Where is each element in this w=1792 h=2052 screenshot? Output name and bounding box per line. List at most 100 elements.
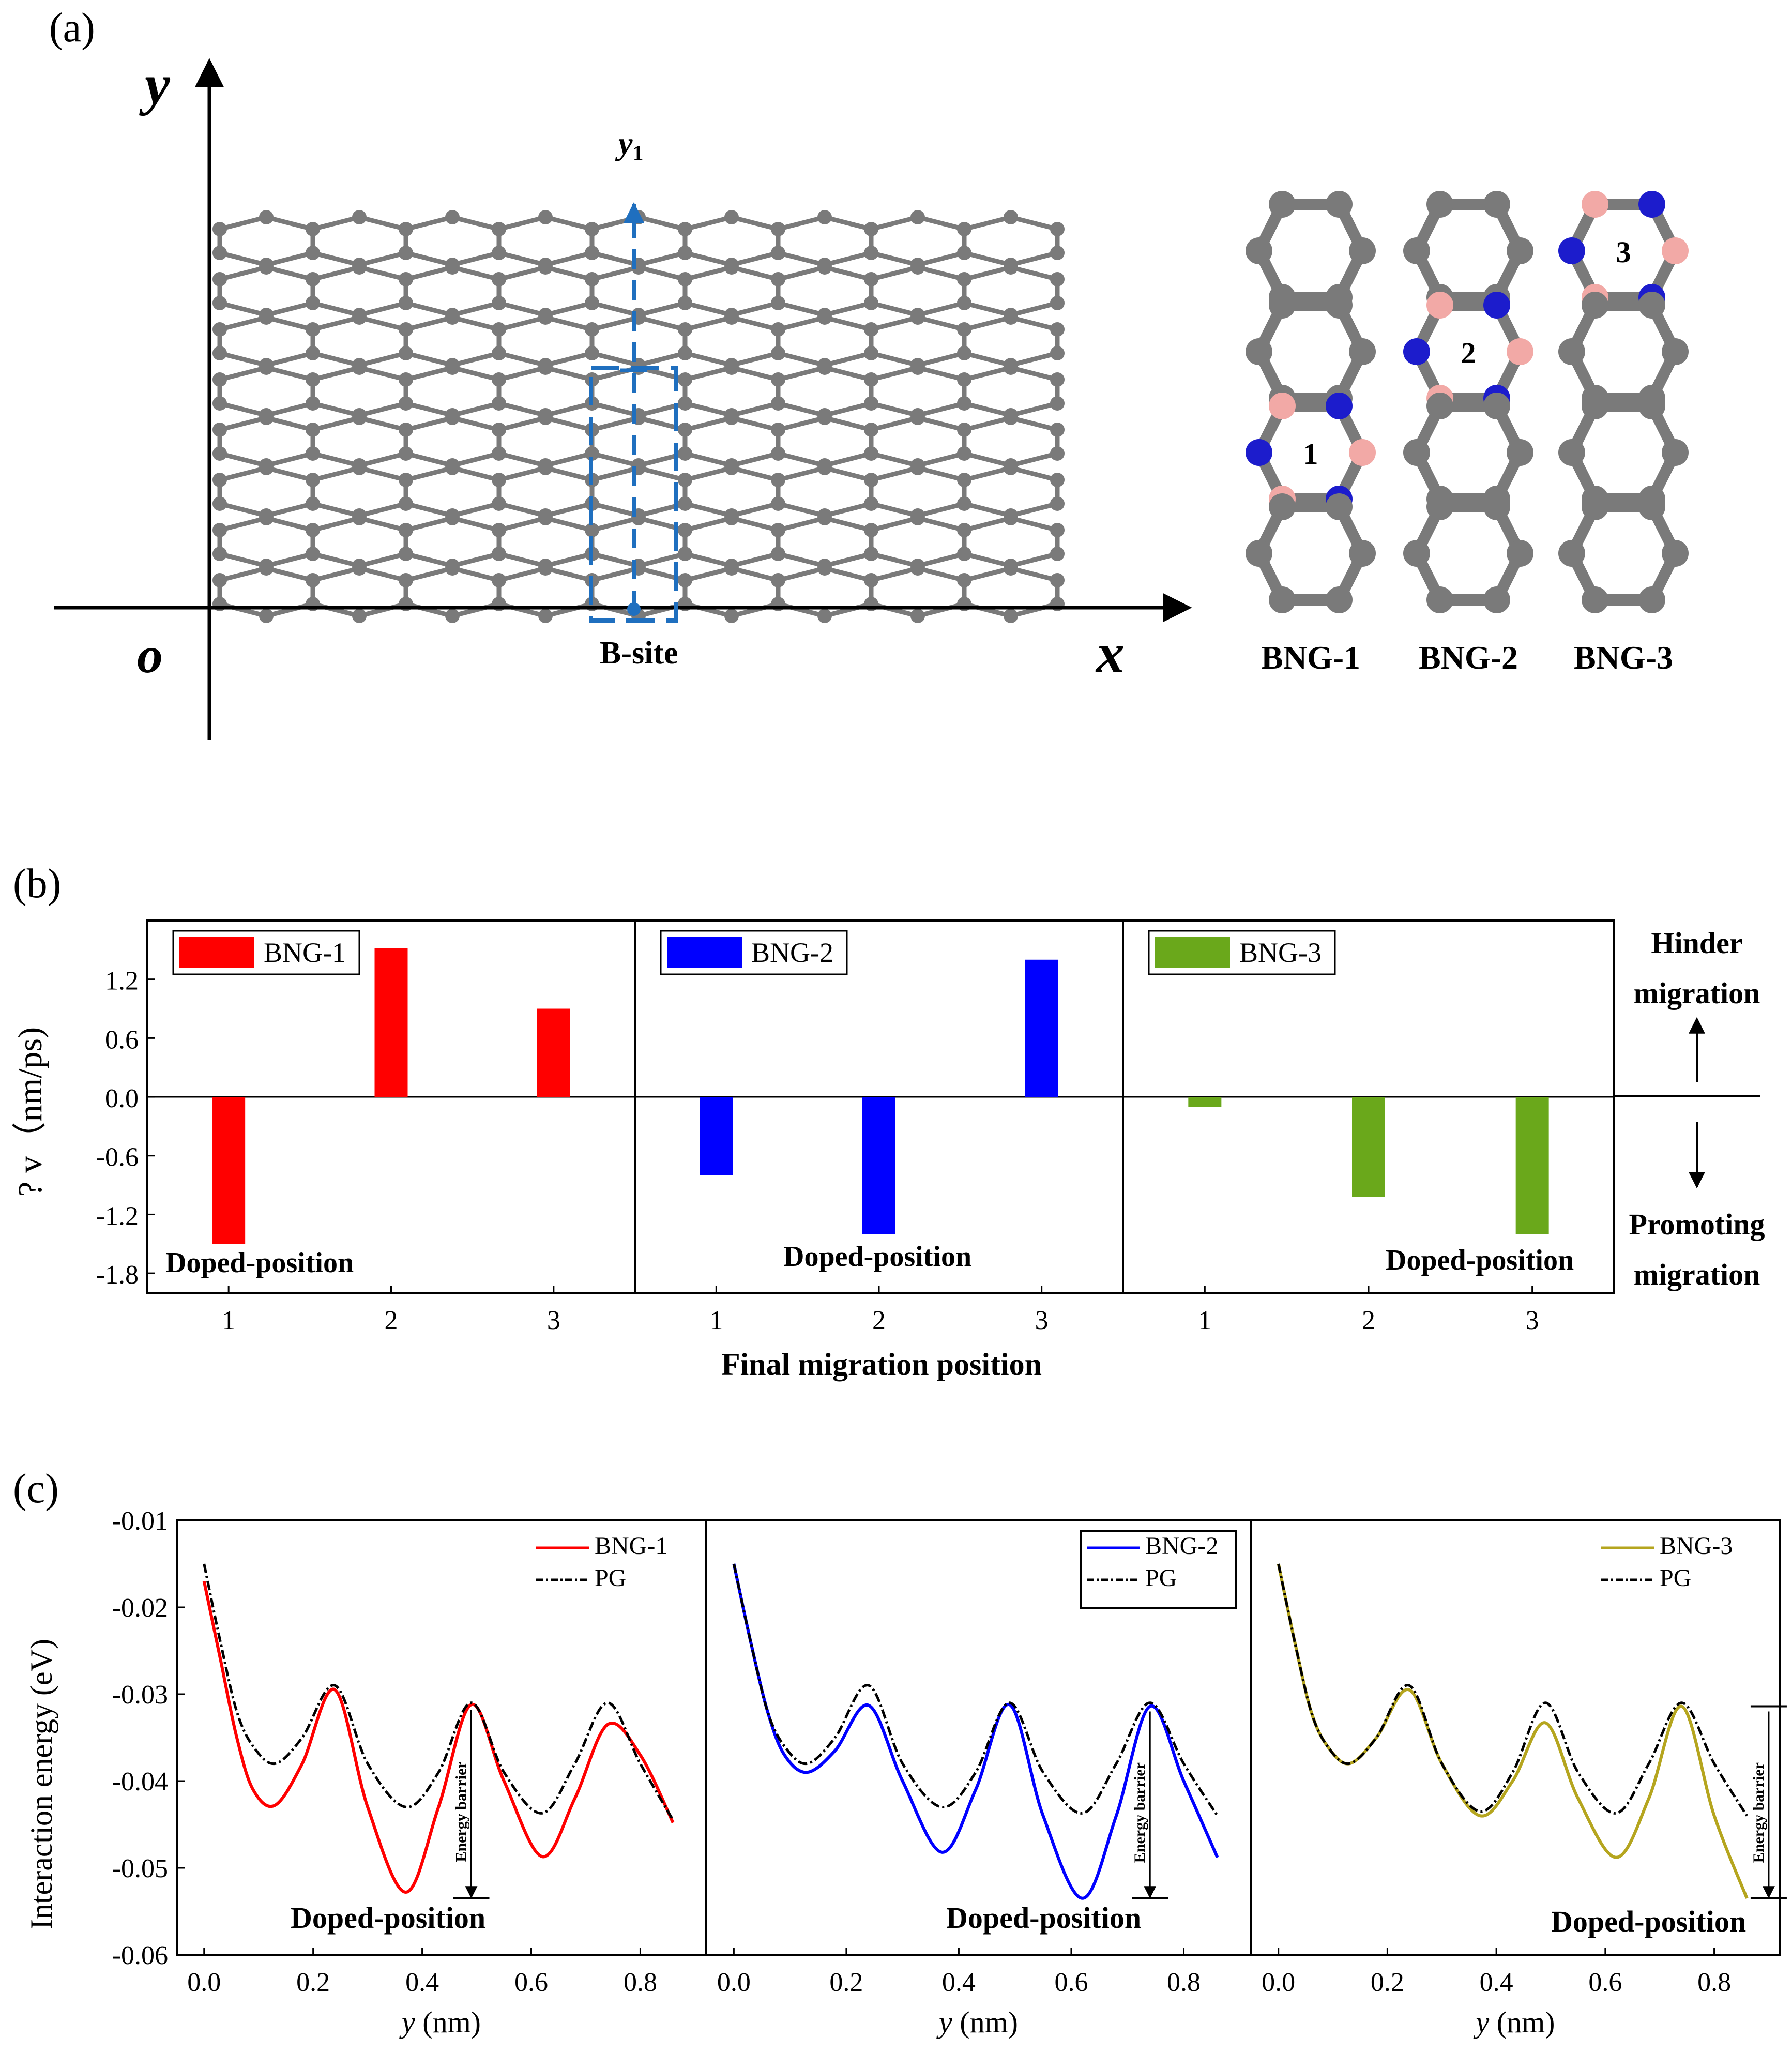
cc-bond [313, 468, 359, 480]
cc-bond [499, 253, 545, 265]
cc-bond [778, 318, 825, 329]
cc-bond [918, 554, 964, 566]
carbon-atom [1483, 586, 1510, 613]
carbon-atom [910, 408, 925, 423]
carbon-atom [724, 408, 739, 423]
carbon-atom [445, 559, 460, 573]
cc-bond [452, 353, 499, 365]
panel-b-xlabel: Final migration position [721, 1347, 1042, 1381]
origin-label: o [137, 626, 163, 684]
y-tick-label: -0.04 [112, 1767, 168, 1797]
cc-bond [359, 318, 406, 329]
cc-bond [1011, 454, 1057, 465]
cc-bond [545, 554, 592, 566]
carbon-atom [259, 458, 274, 473]
cc-bond [545, 368, 592, 380]
cc-bond [545, 468, 592, 480]
x-tick-label: 3 [547, 1306, 560, 1335]
cc-bond [639, 554, 685, 566]
carbon-atom [864, 396, 878, 411]
carbon-atom [957, 222, 971, 236]
cc-bond [359, 353, 406, 365]
cc-bond [964, 468, 1011, 480]
carbon-atom [1426, 191, 1453, 218]
cc-bond [778, 468, 825, 480]
carbon-atom [817, 508, 832, 523]
cc-bond [220, 303, 266, 315]
legend-bng-1: BNG-1 PG [529, 1530, 686, 1609]
carbon-atom [585, 296, 599, 310]
carbon-atom [1662, 439, 1689, 466]
carbon-atom [678, 573, 692, 587]
cc-bond [359, 403, 406, 415]
x-tick-label: 3 [1526, 1306, 1539, 1335]
cc-bond [825, 318, 871, 329]
carbon-atom [1582, 586, 1608, 613]
carbon-atom [1403, 540, 1430, 567]
boron-atom [1269, 393, 1296, 419]
carbon-atom [1326, 586, 1353, 613]
carbon-atom [1326, 191, 1353, 218]
boron-atom [1662, 237, 1689, 264]
panel-c-xlabel: y (nm) [1474, 2005, 1555, 2039]
carbon-atom [212, 423, 227, 437]
carbon-atom [771, 246, 785, 260]
carbon-atom [306, 547, 320, 561]
cc-bond [964, 418, 1011, 430]
carbon-atom [212, 547, 227, 561]
series-bng-1-line [202, 1580, 675, 1894]
carbon-atom [1050, 296, 1065, 310]
carbon-atom [957, 296, 971, 310]
panel-c-ylabel: Interaction energy (eV) [24, 1639, 58, 1929]
carbon-atom [1269, 191, 1296, 218]
cc-bond [266, 403, 313, 415]
carbon-atom [957, 246, 971, 260]
carbon-atom [445, 308, 460, 322]
cc-bond [871, 568, 918, 580]
carbon-atom [306, 296, 320, 310]
cc-bond [685, 253, 732, 265]
cc-bond [964, 253, 1011, 265]
cc-bond [266, 303, 313, 315]
carbon-atom [352, 358, 367, 372]
carbon-atom [817, 210, 832, 224]
cc-bond [499, 403, 545, 415]
cc-bond [732, 418, 778, 430]
carbon-atom [1050, 547, 1065, 561]
carbon-atom [352, 258, 367, 272]
carbon-atom [1558, 540, 1585, 567]
cc-bond [499, 504, 545, 516]
bsite-label: B-site [600, 636, 678, 671]
cc-bond [778, 518, 825, 530]
carbon-atom [352, 458, 367, 473]
carbon-atom [399, 573, 413, 587]
doped-ring-label: 1 [1303, 437, 1318, 471]
cc-bond [685, 504, 732, 516]
carbon-atom [399, 496, 413, 511]
cc-bond [871, 303, 918, 315]
cc-bond [266, 418, 313, 430]
cc-bond [1011, 468, 1057, 480]
carbon-atom [538, 508, 553, 523]
cc-bond [313, 253, 359, 265]
y-tick-label: -1.2 [96, 1201, 139, 1231]
carbon-atom [864, 246, 878, 260]
cc-bond [545, 267, 592, 279]
series-bng-2-line [732, 1563, 1219, 1900]
carbon-atom [212, 396, 227, 411]
cc-bond [220, 403, 266, 415]
carbon-atom [771, 523, 785, 537]
carbon-atom [212, 372, 227, 387]
carbon-atom [957, 322, 971, 337]
cc-bond [592, 554, 639, 566]
carbon-atom [399, 423, 413, 437]
cc-bond [592, 518, 639, 530]
cc-bond [732, 403, 778, 415]
carbon-atom [1507, 439, 1533, 466]
x-tick-label: 0.2 [296, 1968, 330, 1997]
x-tick-label: 0.2 [1371, 1968, 1404, 1997]
cc-bond [499, 217, 545, 229]
structure-bng-2: 2 [1403, 191, 1533, 613]
cc-bond [732, 454, 778, 465]
cc-bond [220, 568, 266, 580]
